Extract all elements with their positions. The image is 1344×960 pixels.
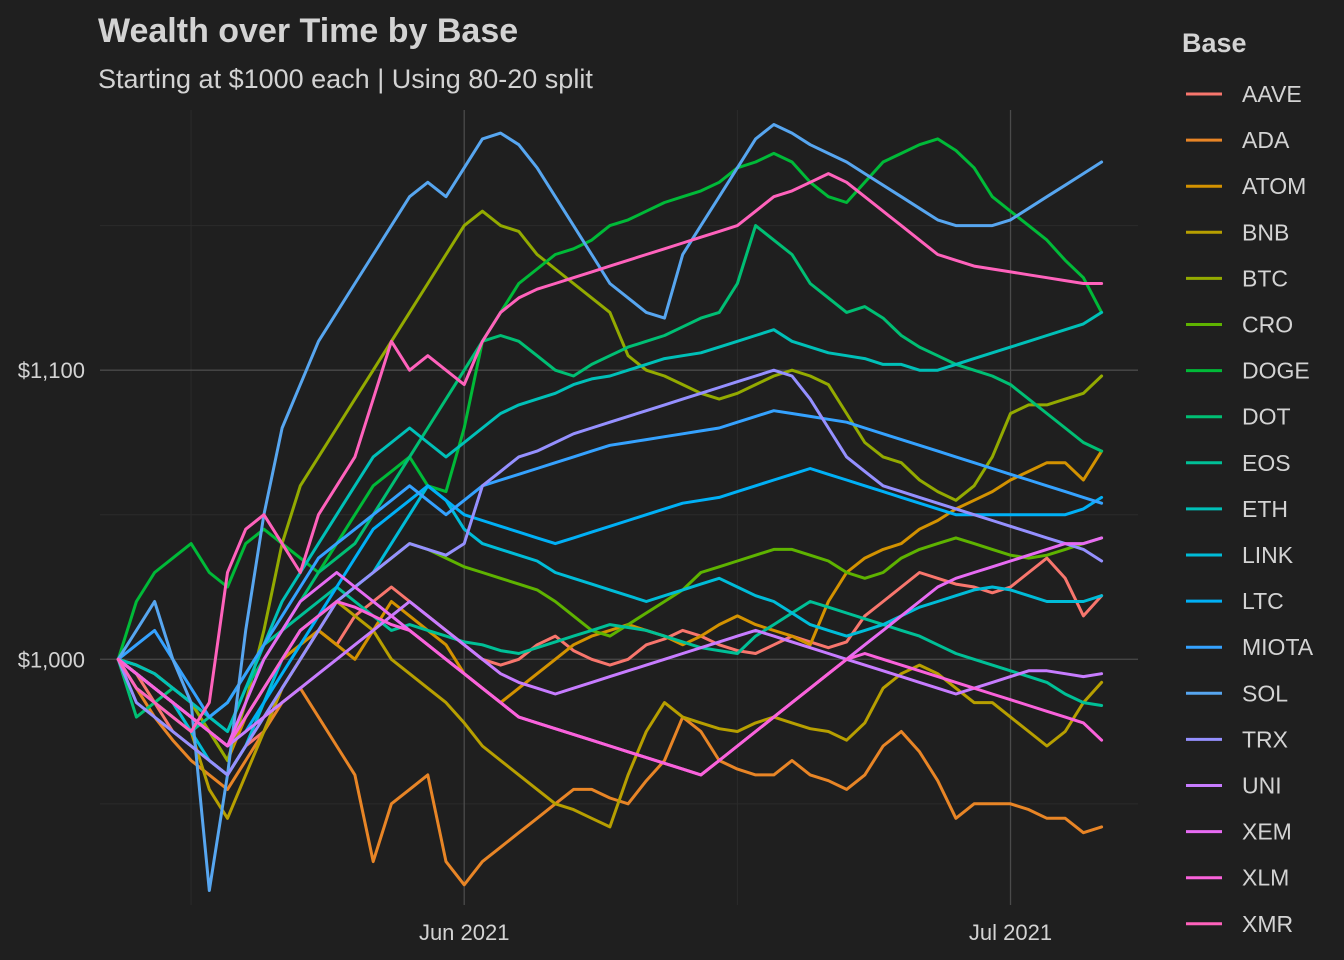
- legend-item-ada: ADA: [1186, 127, 1290, 153]
- major-gridlines: [100, 110, 1138, 905]
- legend-item-atom: ATOM: [1186, 173, 1306, 199]
- legend-item-ltc: LTC: [1186, 588, 1284, 614]
- legend-item-xem: XEM: [1186, 819, 1292, 845]
- legend-label: LINK: [1242, 542, 1294, 568]
- legend-label: XLM: [1242, 865, 1289, 891]
- legend-label: MIOTA: [1242, 634, 1314, 660]
- x-tick-label: Jul 2021: [969, 920, 1052, 945]
- legend-label: BNB: [1242, 219, 1289, 245]
- legend-item-dot: DOT: [1186, 404, 1291, 430]
- chart-title: Wealth over Time by Base: [98, 12, 518, 50]
- legend-item-miota: MIOTA: [1186, 634, 1314, 660]
- legend-item-link: LINK: [1186, 542, 1294, 568]
- legend: Base AAVE ADA ATOM BNB BTC CRO DOGE DOT EOS ETH LI…: [1182, 28, 1314, 937]
- legend-label: LTC: [1242, 588, 1284, 614]
- legend-item-trx: TRX: [1186, 726, 1288, 752]
- series-lines: [116, 123, 1104, 892]
- series-line-trx: [116, 368, 1104, 777]
- legend-item-aave: AAVE: [1186, 81, 1302, 107]
- legend-label: ETH: [1242, 496, 1288, 522]
- legend-item-xmr: XMR: [1186, 911, 1293, 937]
- legend-item-bnb: BNB: [1186, 219, 1289, 245]
- legend-item-cro: CRO: [1186, 312, 1293, 338]
- y-axis-ticks: $1,000 $1,100: [18, 358, 85, 672]
- series-line-ltc: [116, 467, 1104, 748]
- y-tick-label: $1,100: [18, 358, 85, 383]
- x-tick-label: Jun 2021: [419, 920, 510, 945]
- legend-label: ATOM: [1242, 173, 1306, 199]
- legend-item-xlm: XLM: [1186, 865, 1289, 891]
- legend-label: ADA: [1242, 127, 1290, 153]
- legend-item-eth: ETH: [1186, 496, 1288, 522]
- legend-label: EOS: [1242, 450, 1291, 476]
- series-line-eth: [116, 310, 1104, 733]
- legend-label: DOT: [1242, 404, 1291, 430]
- legend-item-sol: SOL: [1186, 680, 1288, 706]
- x-axis-ticks: Jun 2021 Jul 2021: [419, 920, 1052, 945]
- y-tick-label: $1,000: [18, 647, 85, 672]
- series-line-miota: [116, 409, 1104, 719]
- legend-title: Base: [1182, 28, 1247, 58]
- legend-item-btc: BTC: [1186, 265, 1288, 291]
- chart-subtitle: Starting at $1000 each | Using 80-20 spl…: [98, 64, 593, 94]
- series-line-xlm: [116, 600, 1104, 777]
- legend-label: AAVE: [1242, 81, 1302, 107]
- legend-item-uni: UNI: [1186, 773, 1282, 799]
- series-line-xmr: [116, 172, 1104, 733]
- legend-label: XMR: [1242, 911, 1293, 937]
- legend-label: UNI: [1242, 773, 1282, 799]
- legend-label: SOL: [1242, 680, 1288, 706]
- legend-label: TRX: [1242, 726, 1288, 752]
- legend-label: BTC: [1242, 265, 1288, 291]
- legend-label: XEM: [1242, 819, 1292, 845]
- series-line-sol: [116, 123, 1104, 892]
- legend-item-eos: EOS: [1186, 450, 1291, 476]
- legend-label: DOGE: [1242, 358, 1310, 384]
- series-line-uni: [116, 600, 1104, 748]
- legend-label: CRO: [1242, 312, 1293, 338]
- legend-item-doge: DOGE: [1186, 358, 1310, 384]
